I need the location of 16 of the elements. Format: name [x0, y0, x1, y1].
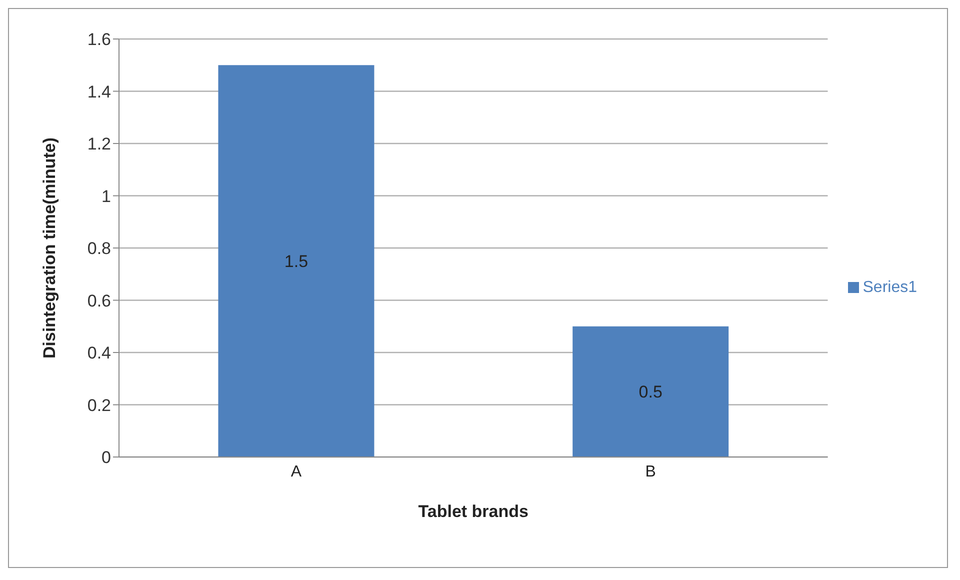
y-tick-label: 0 [102, 448, 111, 468]
legend-label: Series1 [862, 279, 917, 296]
y-axis-title: Disintegration time(minute) [40, 137, 60, 359]
y-tick-label: 1.6 [87, 30, 111, 50]
x-axis-title: Tablet brands [418, 502, 528, 521]
y-tick-label: 0.4 [87, 344, 111, 363]
y-tick-label: 1 [102, 186, 111, 206]
data-label: 1.5 [284, 252, 308, 272]
data-label: 0.5 [638, 382, 662, 402]
y-tick-label: 1.2 [87, 134, 111, 154]
y-tick-label: 0.8 [87, 239, 111, 258]
x-tick-label: B [645, 463, 656, 480]
y-tick-label: 1.4 [87, 82, 111, 102]
y-tick-label: 0.6 [87, 291, 111, 310]
x-tick-label: A [290, 463, 302, 480]
y-tick-label: 0.2 [87, 396, 111, 415]
